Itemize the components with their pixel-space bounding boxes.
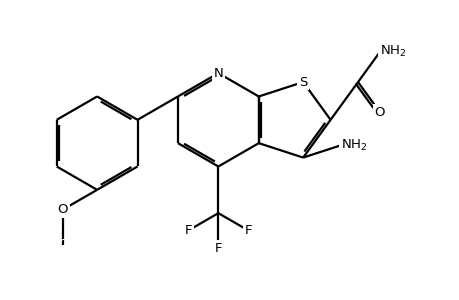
Text: NH$_2$: NH$_2$ [379,44,405,59]
Text: O: O [58,238,67,251]
Text: F: F [184,224,191,237]
Text: NH$_2$: NH$_2$ [340,138,366,153]
Text: O: O [57,203,68,216]
Text: N: N [213,67,223,80]
Text: S: S [298,76,307,88]
Text: F: F [214,242,222,255]
Text: O: O [374,106,384,119]
Text: F: F [244,224,252,237]
